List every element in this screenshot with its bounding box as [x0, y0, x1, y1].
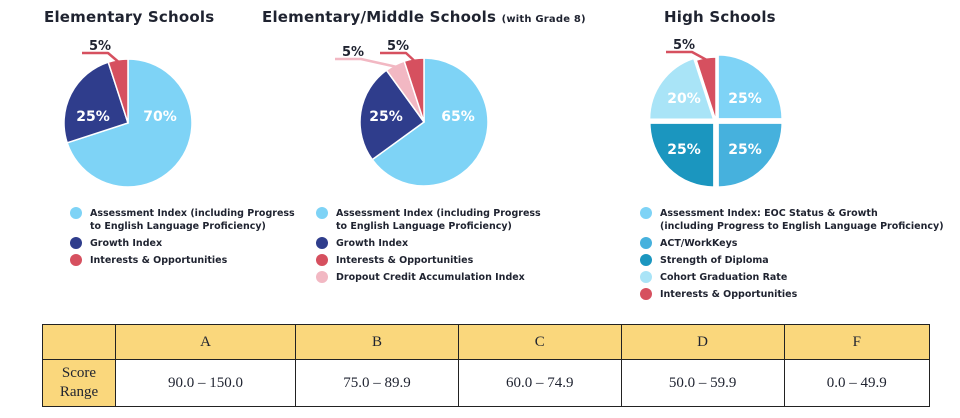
- grade-a-range: 90.0 – 150.0: [114, 359, 297, 407]
- legend-label: Assessment Index: EOC Status & Growth: [660, 208, 878, 219]
- legend-item-assessment-index-including-progress: Assessment Index (including Progress to E…: [70, 207, 310, 233]
- legend-swatch: [70, 237, 82, 249]
- legend-item-growth-index: Growth Index: [316, 237, 566, 250]
- pie-label-assessment-index-including-progress-to-e: 70%: [143, 109, 177, 125]
- grade-header-row: A B C D F: [42, 324, 930, 360]
- pie-label-assessment-index-eoc-status-growth-inclu: 25%: [728, 91, 762, 107]
- header-corner: [42, 324, 116, 360]
- pie-label-interests-opportunities: 5%: [89, 39, 111, 54]
- callout-line-dropout-credit-accumulation-index: [335, 57, 397, 68]
- legend-swatch: [70, 207, 82, 219]
- score-range-row: Score Range 90.0 – 150.0 75.0 – 89.9 60.0…: [42, 359, 930, 407]
- elementary-middle-title: Elementary/Middle Schools (with Grade 8): [262, 8, 586, 26]
- elementary-title: Elementary Schools: [44, 8, 215, 26]
- pie-slice-strength-of-diploma: [649, 122, 715, 188]
- score-range-label: Score Range: [42, 359, 116, 407]
- grade-f-header: F: [783, 324, 930, 360]
- elementary-legend: Assessment Index (including Progress to E…: [70, 207, 310, 271]
- score-range-table: A B C D F Score Range 90.0 – 150.0 75.0 –…: [42, 324, 930, 407]
- pie-label-act-workkeys: 25%: [728, 142, 762, 158]
- legend-swatch: [640, 271, 652, 283]
- grade-a-header: A: [114, 324, 297, 360]
- legend-label-continued: (including Progress to English Language …: [660, 221, 944, 232]
- high-schools-legend: Assessment Index: EOC Status & Growth (in…: [640, 207, 950, 305]
- legend-item-assessment-index-eoc-status-growth: Assessment Index: EOC Status & Growth (in…: [640, 207, 950, 233]
- callout-line-interests-opportunities: [82, 51, 120, 63]
- legend-swatch: [316, 271, 328, 283]
- legend-swatch: [640, 254, 652, 266]
- callout-line-interests-opportunities: [380, 51, 416, 62]
- legend-label: Growth Index: [336, 238, 409, 249]
- legend-label: Interests & Opportunities: [336, 255, 474, 266]
- grade-c-range: 60.0 – 74.9: [457, 359, 622, 407]
- legend-swatch: [640, 237, 652, 249]
- legend-swatch: [70, 254, 82, 266]
- pie-slice-cohort-graduation-rate: [648, 57, 715, 120]
- grade-b-range: 75.0 – 89.9: [295, 359, 459, 407]
- elementary-middle-legend: Assessment Index (including Progress to E…: [316, 207, 566, 288]
- legend-label: Assessment Index (including Progress: [90, 208, 295, 219]
- pie-label-interests-opportunities: 5%: [673, 38, 695, 53]
- legend-swatch: [316, 237, 328, 249]
- pie-label-strength-of-diploma: 25%: [667, 142, 701, 158]
- legend-label: Growth Index: [90, 238, 163, 249]
- score-label-line1: Score: [61, 365, 97, 381]
- legend-label: Interests & Opportunities: [90, 255, 228, 266]
- score-label-line2: Range: [59, 384, 99, 400]
- grade-d-header: D: [620, 324, 785, 360]
- pie-slice-assessment-index-including-progress-to-e: [371, 57, 489, 187]
- elementary-middle-subtitle: (with Grade 8): [501, 14, 586, 25]
- legend-item-growth-index: Growth Index: [70, 237, 310, 250]
- legend-item-cohort-graduation-rate: Cohort Graduation Rate: [640, 271, 950, 284]
- grade-d-range: 50.0 – 59.9: [620, 359, 785, 407]
- pie-slice-growth-index: [63, 61, 129, 144]
- grade-c-header: C: [457, 324, 622, 360]
- legend-label: ACT/WorkKeys: [660, 238, 738, 249]
- pie-slice-assessment-index-including-progress-to-e: [66, 58, 193, 188]
- legend-item-interests-opportunities: Interests & Opportunities: [640, 288, 950, 301]
- legend-label: Strength of Diploma: [660, 255, 769, 266]
- legend-item-interests-opportunities: Interests & Opportunities: [70, 254, 310, 267]
- pie-slice-act-workkeys: [717, 122, 783, 188]
- legend-label: Dropout Credit Accumulation Index: [336, 272, 525, 283]
- callout-line-interests-opportunities: [666, 50, 707, 61]
- elementary-middle-title-text: Elementary/Middle Schools: [262, 8, 497, 26]
- legend-item-assessment-index-including-progress: Assessment Index (including Progress to E…: [316, 207, 566, 233]
- pie-slice-growth-index: [359, 69, 426, 161]
- grade-f-range: 0.0 – 49.9: [783, 359, 930, 407]
- pie-label-growth-index: 25%: [369, 109, 403, 125]
- legend-swatch: [316, 207, 328, 219]
- legend-item-dropout-credit-accumulation-index: Dropout Credit Accumulation Index: [316, 271, 566, 284]
- legend-label-continued: to English Language Proficiency): [336, 221, 512, 232]
- legend-swatch: [640, 207, 652, 219]
- legend-label: Interests & Opportunities: [660, 289, 798, 300]
- high-schools-title: High Schools: [664, 8, 776, 26]
- legend-item-act-workkeys: ACT/WorkKeys: [640, 237, 950, 250]
- legend-swatch: [640, 288, 652, 300]
- legend-label-continued: to English Language Proficiency): [90, 221, 266, 232]
- legend-label: Assessment Index (including Progress: [336, 208, 541, 219]
- legend-label: Cohort Graduation Rate: [660, 272, 788, 283]
- grade-b-header: B: [295, 324, 459, 360]
- legend-swatch: [316, 254, 328, 266]
- legend-item-interests-opportunities: Interests & Opportunities: [316, 254, 566, 267]
- pie-slice-assessment-index-eoc-status-growth-inclu: [717, 54, 783, 120]
- pie-label-interests-opportunities: 5%: [387, 39, 409, 54]
- pie-label-assessment-index-including-progress-to-e: 65%: [441, 109, 475, 125]
- pie-slice-interests-opportunities: [695, 56, 717, 122]
- pie-label-dropout-credit-accumulation-index: 5%: [342, 45, 364, 60]
- pie-label-cohort-graduation-rate: 20%: [667, 91, 701, 107]
- legend-item-strength-of-diploma: Strength of Diploma: [640, 254, 950, 267]
- pie-slice-interests-opportunities: [107, 58, 129, 124]
- pie-label-growth-index: 25%: [76, 109, 110, 125]
